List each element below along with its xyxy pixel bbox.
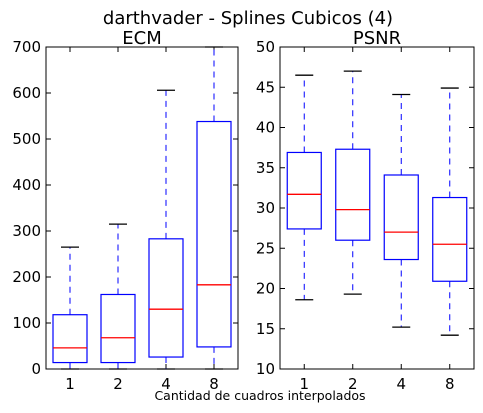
x-tick-label: 1 <box>299 375 309 393</box>
x-tick-label: 4 <box>396 375 406 393</box>
y-tick-label: 700 <box>12 38 41 56</box>
box-8 <box>432 87 468 336</box>
y-tick-label: 50 <box>256 38 275 56</box>
x-axis-label: Cantidad de cuadros interpolados <box>154 388 365 403</box>
iqr-box <box>383 174 419 261</box>
plot-frame <box>45 46 239 370</box>
y-tick-label: 45 <box>256 78 275 96</box>
plot-frame <box>279 46 475 370</box>
panel-ecm: ECM 0 100 200 300 400 500 600 700 1 2 4 8 <box>12 28 239 393</box>
iqr-box <box>335 148 371 241</box>
x-tick-label: 4 <box>161 375 171 393</box>
y-tick-label: 25 <box>256 239 275 257</box>
panel-title: PSNR <box>353 28 401 49</box>
panel-psnr: PSNR 10 15 20 25 30 35 40 45 50 1 2 4 8 <box>256 28 475 393</box>
panels-group: ECM 0 100 200 300 400 500 600 700 1 2 4 8 PSNR 10 15 20 2… <box>12 28 475 393</box>
box-1 <box>52 246 88 370</box>
box-2 <box>100 223 136 370</box>
iqr-box <box>52 314 88 364</box>
y-tick-label: 600 <box>12 84 41 102</box>
x-tick-label: 2 <box>348 375 358 393</box>
y-tick-label: 20 <box>256 280 275 298</box>
box-1 <box>286 74 322 301</box>
y-tick-label: 500 <box>12 130 41 148</box>
y-tick-label: 15 <box>256 320 275 338</box>
y-tick-label: 30 <box>256 199 275 217</box>
box-4 <box>148 89 184 370</box>
x-tick-label: 1 <box>65 375 75 393</box>
iqr-box <box>148 238 184 358</box>
iqr-box <box>100 293 136 364</box>
suptitle: darthvader - Splines Cubicos (4) <box>103 8 393 29</box>
y-tick-label: 400 <box>12 176 41 194</box>
box-4 <box>383 93 419 328</box>
iqr-box <box>196 120 232 348</box>
y-tick-label: 100 <box>12 314 41 332</box>
iqr-box <box>432 196 468 282</box>
x-tick-label: 8 <box>445 375 455 393</box>
y-tick-label: 200 <box>12 268 41 286</box>
y-tick-label: 35 <box>256 159 275 177</box>
y-tick-label: 300 <box>12 222 41 240</box>
x-tick-label: 2 <box>113 375 123 393</box>
y-tick-label: 10 <box>256 360 275 378</box>
y-tick-label: 40 <box>256 119 275 137</box>
box-8 <box>196 46 232 370</box>
y-tick-label: 0 <box>31 360 41 378</box>
panel-title: ECM <box>122 28 161 49</box>
box-2 <box>335 70 371 295</box>
x-tick-label: 8 <box>209 375 219 393</box>
iqr-box <box>286 151 322 230</box>
